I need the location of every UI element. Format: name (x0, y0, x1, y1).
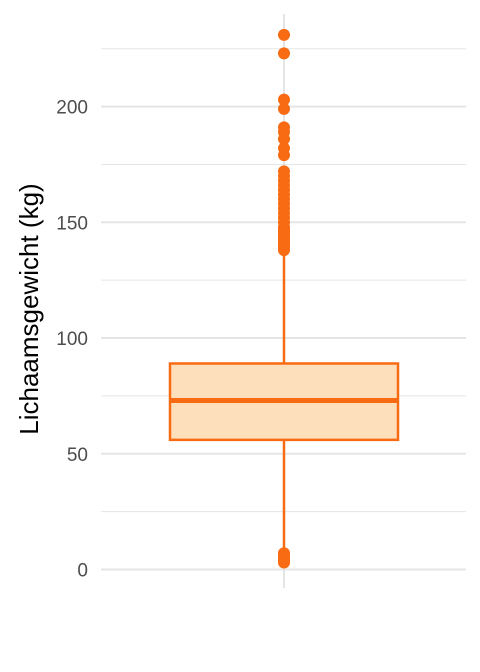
outlier-point (278, 244, 290, 257)
y-tick-label: 50 (67, 445, 88, 466)
outlier-point (278, 556, 290, 569)
outlier-point (278, 149, 290, 162)
outlier-point (278, 132, 290, 145)
outlier-point (278, 93, 290, 106)
outlier-point (278, 28, 290, 41)
outlier-point (278, 47, 290, 60)
y-tick-label: 0 (77, 560, 88, 581)
y-tick-label: 200 (56, 98, 88, 119)
y-axis-title: Lichaamsgewicht (kg) (14, 183, 44, 434)
y-tick-label: 150 (56, 213, 88, 234)
outlier-point (278, 102, 290, 115)
y-tick-labels: 0 50 100 150 200 (56, 98, 88, 582)
outlier-points (278, 28, 290, 569)
y-tick-label: 100 (56, 329, 88, 350)
